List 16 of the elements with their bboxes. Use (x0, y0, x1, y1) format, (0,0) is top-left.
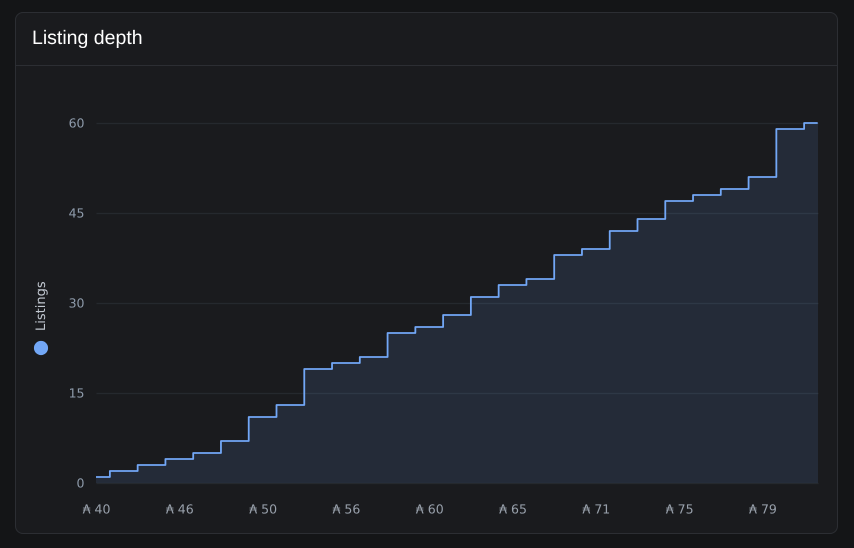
y-tick-label: 60 (68, 116, 85, 130)
x-tick-label: ₳ 71 (582, 502, 610, 516)
x-tick-label: ₳ 56 (332, 502, 360, 516)
text: Listings (34, 281, 49, 331)
y-tick-label: 30 (68, 296, 85, 310)
y-tick-label: 45 (68, 206, 84, 220)
x-tick-label: ₳ 50 (249, 502, 278, 516)
x-tick-label: ₳ 65 (499, 502, 527, 516)
x-tick-label: ₳ 60 (416, 502, 444, 516)
x-tick-label: ₳ 79 (749, 502, 777, 516)
x-tick-label: ₳ 40 (82, 502, 110, 516)
x-tick-label: ₳ 75 (666, 502, 694, 516)
y-tick-label: 0 (76, 476, 85, 490)
x-tick-label: ₳ 46 (166, 502, 194, 516)
y-tick-label: 15 (68, 386, 84, 400)
chart-title: Listing depth (32, 27, 143, 50)
